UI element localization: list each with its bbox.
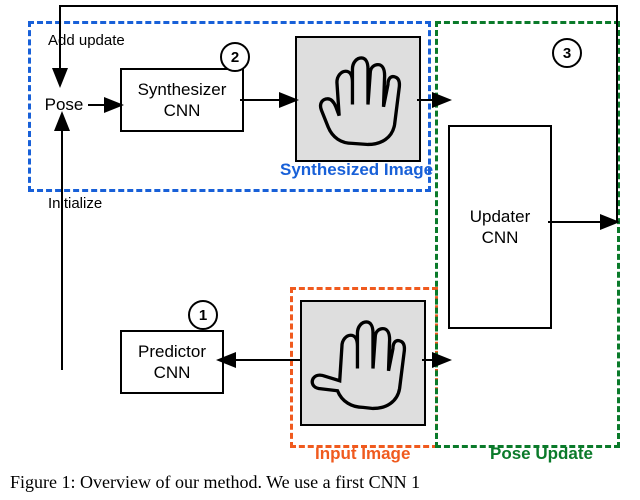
pose-label: Pose — [45, 94, 84, 115]
pose-update-label: Pose Update — [490, 444, 593, 464]
badge-synthesizer-num: 2 — [231, 49, 239, 66]
badge-updater: 3 — [552, 38, 582, 68]
synthesized-image — [295, 36, 421, 162]
predictor-label: Predictor CNN — [138, 341, 206, 384]
synthesizer-box: Synthesizer CNN — [120, 68, 244, 132]
initialize-label: Initialize — [48, 195, 102, 212]
input-image — [300, 300, 426, 426]
badge-predictor-num: 1 — [199, 307, 207, 324]
pose-box: Pose — [40, 92, 88, 118]
synthesizer-label: Synthesizer CNN — [138, 79, 227, 122]
badge-updater-num: 3 — [563, 45, 571, 62]
updater-box: Updater CNN — [448, 125, 552, 329]
hand-open-icon — [297, 38, 419, 160]
updater-label: Updater CNN — [470, 206, 530, 249]
add-update-label: Add update — [48, 32, 125, 49]
predictor-box: Predictor CNN — [120, 330, 224, 394]
badge-synthesizer: 2 — [220, 42, 250, 72]
input-image-label: Input Image — [315, 444, 410, 464]
figure-canvas: Pose Synthesizer CNN Predictor CNN Updat… — [0, 0, 640, 500]
hand-thumb-icon — [302, 302, 424, 424]
synthesized-image-label: Synthesized Image — [280, 160, 433, 180]
figure-caption: Figure 1: Overview of our method. We use… — [10, 472, 420, 493]
badge-predictor: 1 — [188, 300, 218, 330]
